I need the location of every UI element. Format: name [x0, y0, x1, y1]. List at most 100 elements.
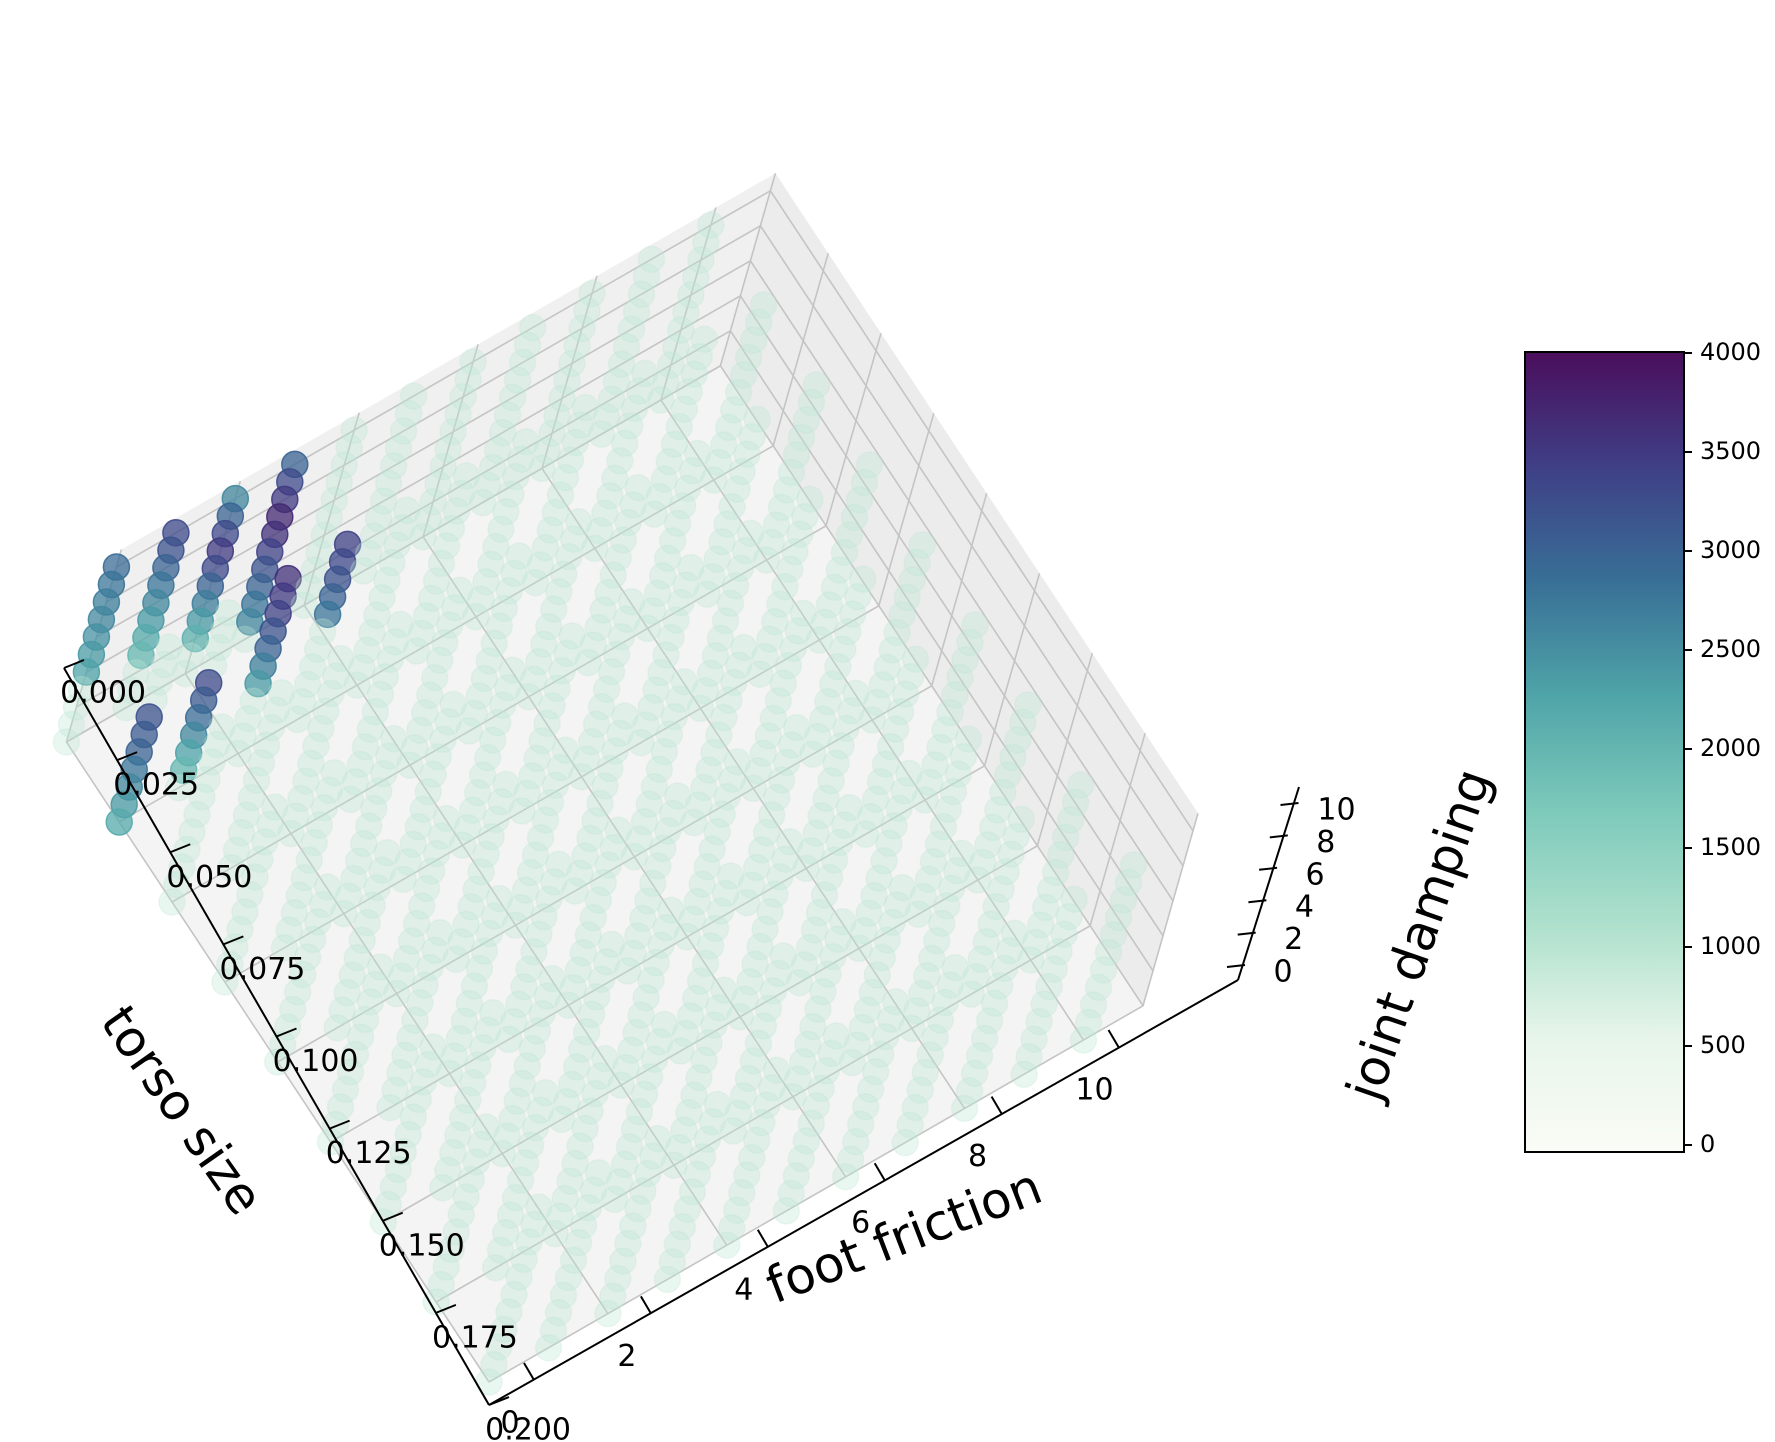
- data-point: [637, 966, 665, 994]
- data-point: [325, 468, 353, 497]
- data-point: [591, 1044, 619, 1073]
- data-point: [777, 1179, 806, 1208]
- data-point: [551, 1184, 579, 1213]
- data-point: [561, 1149, 589, 1178]
- data-point: [393, 496, 421, 524]
- data-point: [650, 738, 679, 766]
- data-point: [701, 642, 730, 670]
- data-point: [620, 843, 649, 871]
- data-point: [414, 778, 442, 806]
- data-point: [409, 523, 437, 551]
- torso-size-axis-tick-label: 0.100: [273, 1044, 359, 1079]
- data-point: [645, 1028, 674, 1056]
- joint-damping-axis-tick: [1248, 899, 1267, 904]
- data-point: [858, 706, 886, 734]
- torso-size-axis-tick-label: 0.200: [485, 1413, 571, 1442]
- data-point: [482, 533, 510, 561]
- data-point: [356, 715, 385, 744]
- joint-damping-axis-line: [1237, 786, 1300, 981]
- data-point: [865, 864, 893, 893]
- data-point: [683, 888, 711, 916]
- data-point: [227, 819, 256, 847]
- data-point: [683, 439, 712, 468]
- data-point: [663, 1230, 692, 1259]
- data-point: [379, 452, 408, 480]
- data-point: [431, 628, 459, 657]
- data-point: [797, 1109, 826, 1138]
- data-point: [246, 845, 274, 874]
- data-point: [553, 639, 581, 668]
- data-point: [948, 839, 976, 868]
- data-point: [545, 850, 573, 879]
- data-point: [261, 793, 289, 821]
- data-point: [541, 498, 570, 527]
- data-point: [1036, 876, 1065, 904]
- data-point: [929, 812, 958, 841]
- colorbar-tick-label: 3000: [1700, 536, 1761, 564]
- torso-size-axis-tick-label: 0.175: [432, 1320, 518, 1355]
- data-point: [381, 628, 410, 656]
- data-point: [315, 503, 343, 532]
- data-point: [491, 1219, 520, 1247]
- data-point: [611, 429, 639, 458]
- data-point: [173, 835, 201, 864]
- data-point: [480, 629, 509, 658]
- data-point: [495, 1298, 523, 1326]
- data-point: [614, 1229, 642, 1258]
- data-point: [713, 783, 741, 811]
- data-point: [422, 839, 451, 868]
- data-point: [716, 589, 745, 618]
- data-point: [546, 1202, 574, 1230]
- data-point: [668, 492, 697, 520]
- data-point: [972, 927, 1000, 956]
- torso-size-axis-tick: [329, 1119, 350, 1130]
- data-point: [731, 985, 759, 1014]
- data-point: [404, 1085, 433, 1114]
- data-point: [416, 954, 444, 982]
- data-point: [602, 640, 631, 669]
- data-point: [563, 332, 591, 360]
- data-point: [820, 573, 849, 602]
- data-point: [203, 730, 231, 759]
- data-point: [479, 999, 507, 1027]
- foot-friction-axis-tick: [1107, 1029, 1120, 1048]
- data-point: [890, 777, 918, 805]
- data-point: [510, 1245, 538, 1274]
- data-point: [612, 605, 641, 634]
- data-point: [714, 413, 743, 442]
- data-point: [711, 607, 740, 635]
- data-point: [313, 600, 342, 629]
- data-point: [467, 858, 495, 886]
- data-point: [531, 1079, 560, 1107]
- data-point: [256, 810, 284, 839]
- data-point: [543, 674, 571, 703]
- torso-size-axis-tick: [169, 843, 191, 854]
- data-point: [560, 525, 588, 554]
- data-point: [150, 650, 178, 679]
- data-point: [850, 917, 878, 945]
- data-point: [850, 468, 879, 497]
- data-point: [295, 846, 324, 875]
- data-point: [619, 1212, 647, 1240]
- data-point: [457, 1165, 485, 1194]
- data-point: [449, 1104, 477, 1132]
- data-point: [589, 596, 617, 624]
- data-point: [886, 697, 915, 726]
- data-point: [866, 1040, 895, 1069]
- data-point: [883, 618, 911, 647]
- data-point: [692, 228, 720, 257]
- data-point: [373, 566, 401, 594]
- data-point: [472, 568, 500, 596]
- data-point: [662, 606, 690, 634]
- data-point: [523, 744, 551, 773]
- data-point: [856, 802, 885, 831]
- data-point: [1026, 911, 1055, 939]
- data-point: [868, 671, 896, 699]
- data-point: [336, 785, 365, 814]
- data-point: [586, 517, 614, 545]
- data-point: [283, 978, 312, 1006]
- data-point: [660, 430, 689, 458]
- data-point: [475, 919, 504, 948]
- data-point: [453, 813, 482, 842]
- data-point: [612, 332, 641, 361]
